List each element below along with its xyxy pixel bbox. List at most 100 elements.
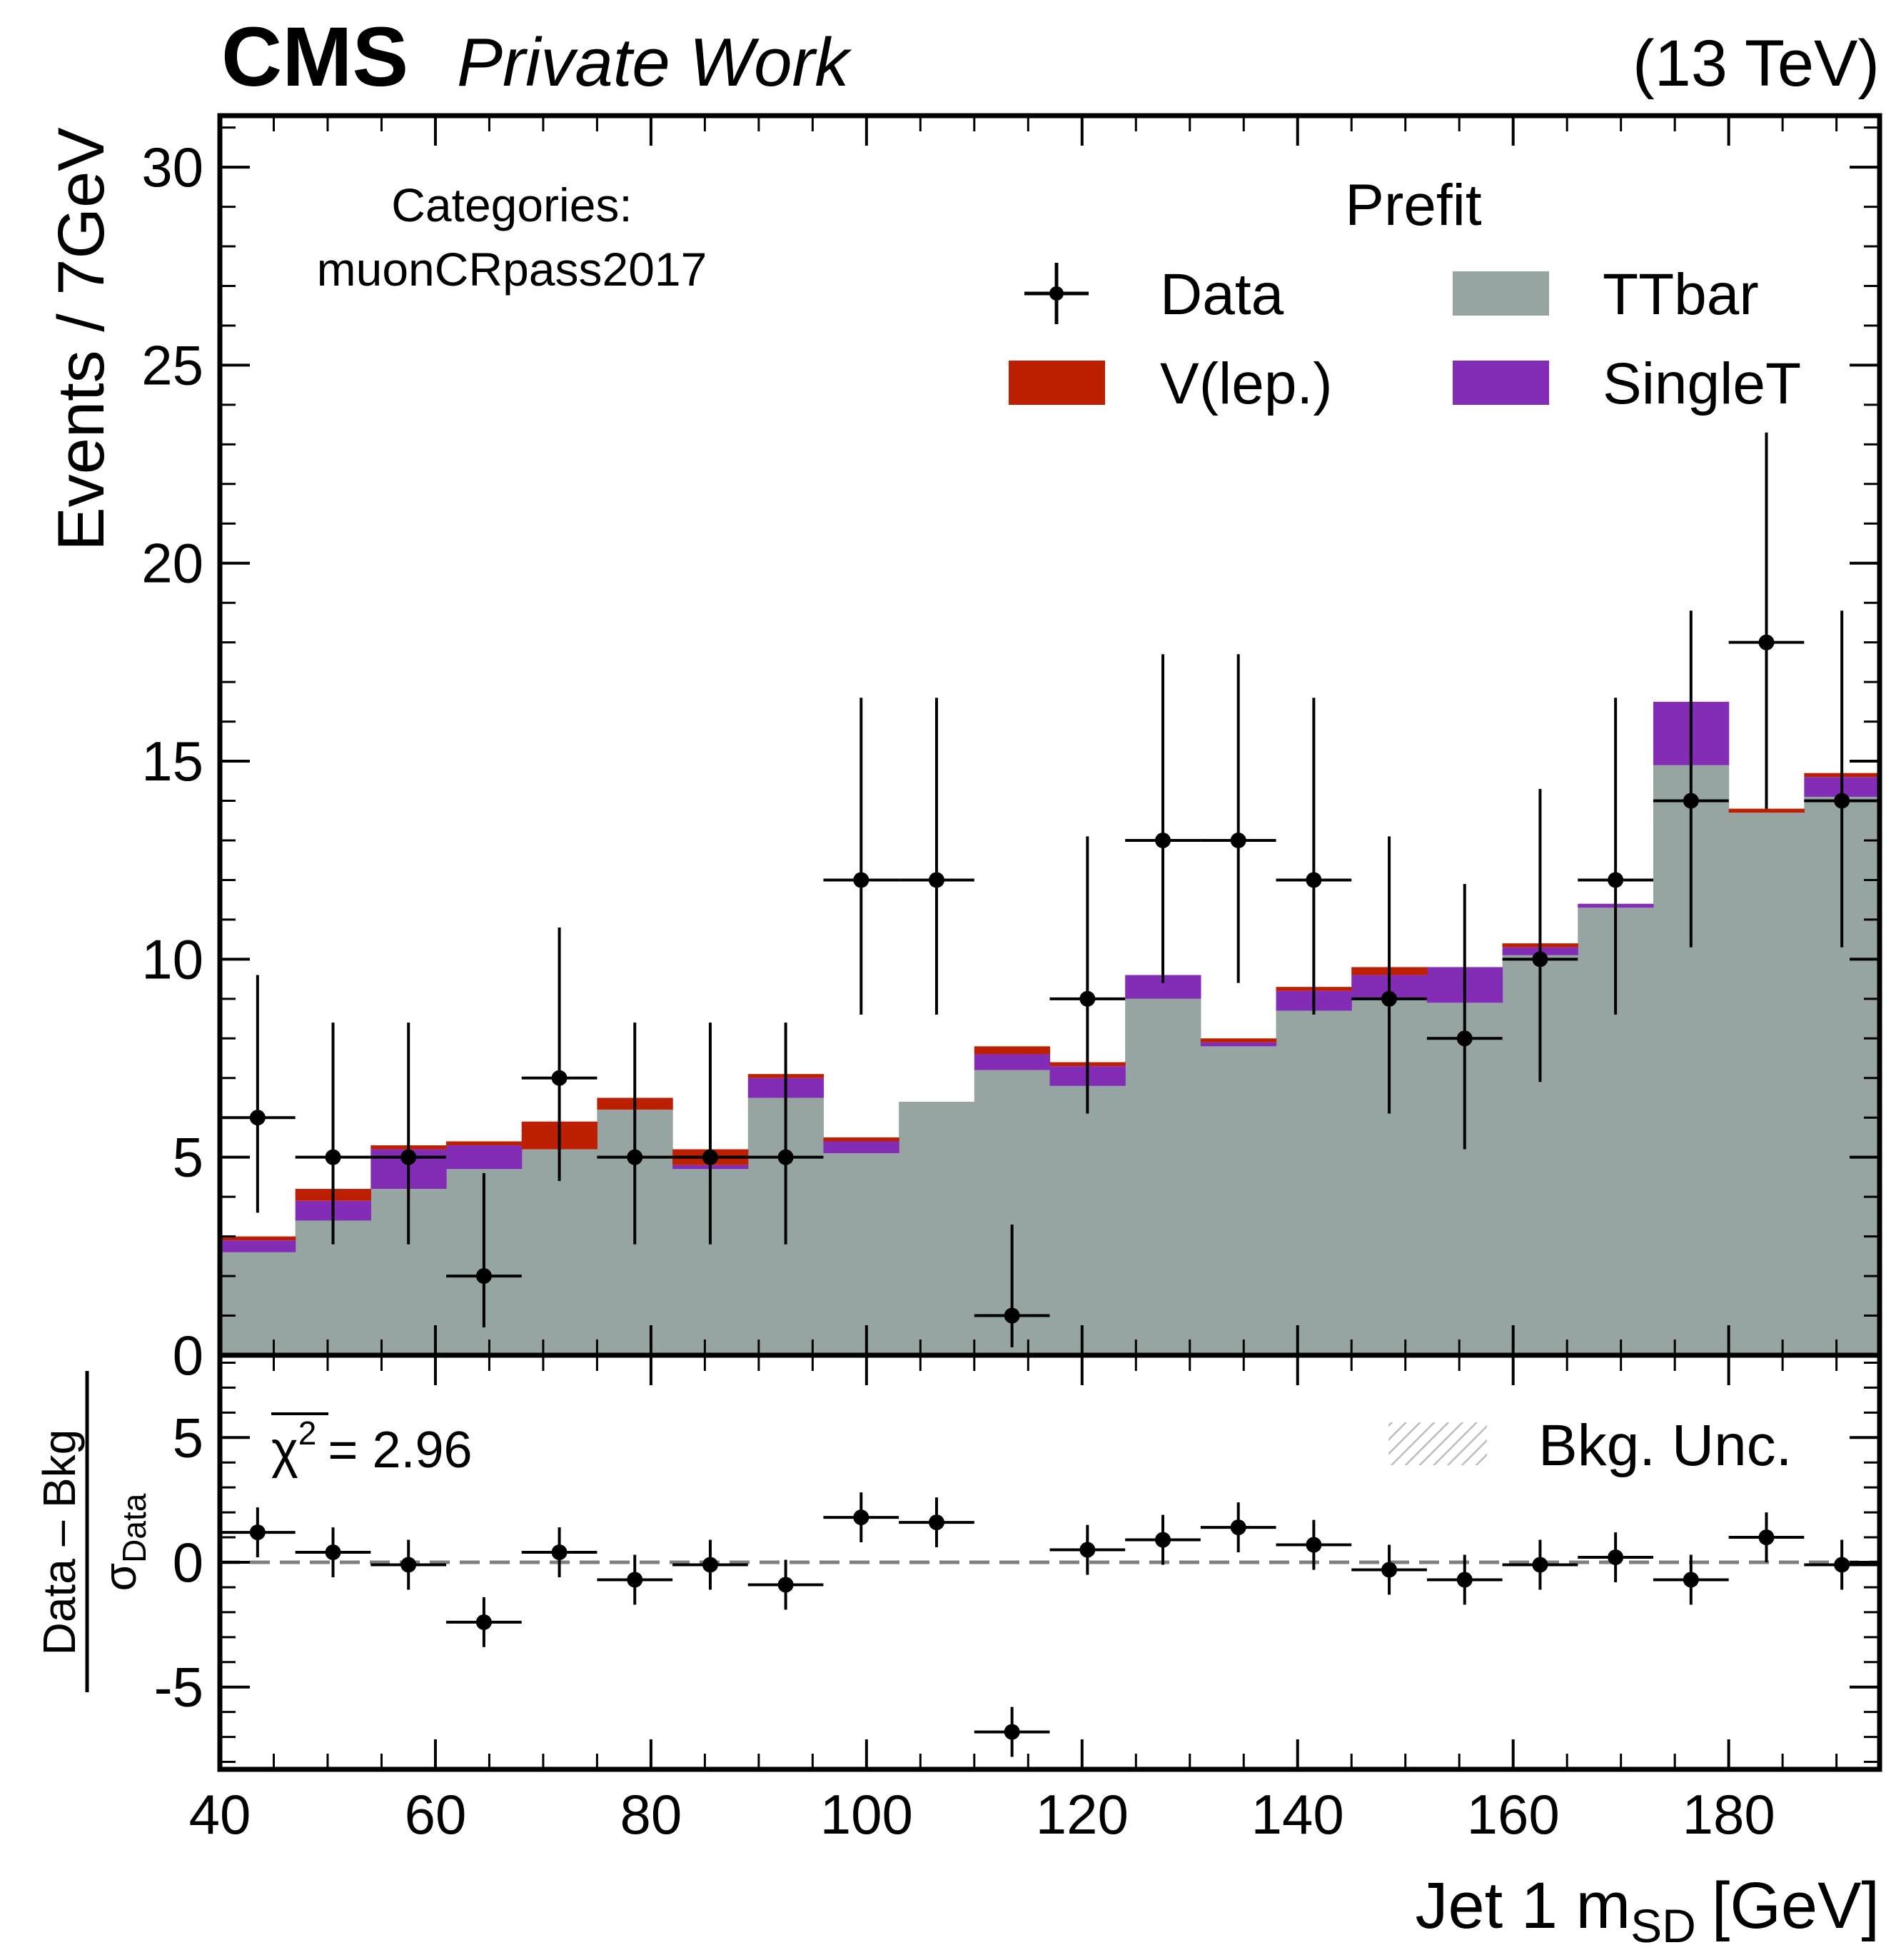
pull-point — [974, 1707, 1050, 1757]
pull-marker — [627, 1572, 643, 1588]
data-marker — [853, 872, 869, 888]
data-point — [1804, 610, 1880, 948]
bar-ttbar-14 — [1276, 1010, 1352, 1355]
bar-v-lep-0 — [220, 1236, 296, 1241]
x-tick-label-160: 160 — [1467, 1783, 1560, 1846]
pull-point — [597, 1554, 673, 1605]
data-point — [370, 1022, 447, 1245]
data-marker — [1758, 634, 1775, 650]
bar-ttbar-0 — [220, 1252, 296, 1355]
legend-swatch-vlep — [1009, 361, 1105, 405]
pull-marker — [777, 1577, 794, 1593]
bar-singlet-13 — [1200, 1042, 1277, 1047]
data-point — [446, 1172, 522, 1328]
pull-y-label-numerator: Data – Bkg — [34, 1429, 85, 1656]
main-y-tick-label-25: 25 — [141, 333, 203, 396]
data-marker — [1381, 990, 1398, 1007]
bar-singlet-10 — [974, 1054, 1051, 1070]
pull-y-axis-label: Data – Bkg σData — [34, 1371, 153, 1692]
pull-marker — [1079, 1542, 1096, 1558]
legend-label-singlet: SingleT — [1603, 351, 1801, 416]
data-marker — [702, 1149, 718, 1165]
svg-text:σData: σData — [94, 1493, 153, 1591]
bkg-unc-swatch — [1388, 1422, 1487, 1465]
data-point — [672, 1022, 748, 1245]
bar-v-lep-3 — [446, 1141, 523, 1146]
pull-y-label-denominator-sub: Data — [116, 1493, 153, 1563]
bar-v-lep-20 — [1728, 808, 1805, 813]
x-tick-label-60: 60 — [405, 1783, 467, 1846]
bar-ttbar-4 — [521, 1149, 598, 1355]
pull-point — [1200, 1502, 1276, 1553]
pull-marker — [1381, 1562, 1398, 1578]
main-y-tick-label-10: 10 — [141, 928, 203, 990]
data-point — [1200, 654, 1276, 983]
pull-y-tick-label-0: -5 — [154, 1656, 203, 1719]
bkg-unc-label: Bkg. Unc. — [1538, 1413, 1792, 1478]
category-title: Categories: — [391, 179, 632, 231]
pull-y-tick-label-1: 0 — [173, 1531, 203, 1594]
bar-ttbar-13 — [1200, 1046, 1277, 1355]
x-tick-label-80: 80 — [620, 1783, 682, 1846]
x-tick-label-140: 140 — [1251, 1783, 1344, 1846]
pull-marker — [475, 1614, 492, 1630]
data-marker — [249, 1110, 266, 1126]
data-point — [1653, 610, 1729, 948]
pull-point — [1728, 1512, 1805, 1562]
bar-singlet-8 — [823, 1141, 899, 1154]
data-point — [1125, 654, 1201, 983]
status-label: Private Work — [457, 24, 852, 101]
data-point — [1578, 698, 1653, 1015]
data-marker — [1532, 951, 1548, 968]
category-name: muonCRpass2017 — [317, 243, 707, 296]
x-tick-label-100: 100 — [820, 1783, 913, 1846]
legend-swatch-ttbar — [1453, 271, 1549, 316]
legend-label-data: Data — [1160, 262, 1284, 327]
pull-marker — [1608, 1549, 1624, 1566]
data-marker — [928, 872, 944, 888]
data-marker — [1306, 872, 1322, 888]
pull-point — [899, 1497, 974, 1548]
x-axis-label-sub: SD — [1630, 1899, 1696, 1952]
data-marker — [1456, 1030, 1473, 1047]
data-point — [521, 927, 597, 1181]
bar-ttbar-12 — [1125, 998, 1201, 1355]
chi2-power: 2 — [298, 1414, 317, 1452]
legend-title: Prefit — [1345, 173, 1482, 238]
bar-ttbar-20 — [1728, 813, 1805, 1355]
pull-point — [1276, 1519, 1352, 1570]
main-y-tick-label-15: 15 — [141, 730, 203, 793]
pull-marker — [1834, 1557, 1850, 1573]
bar-v-lep-13 — [1200, 1038, 1277, 1042]
bar-v-lep-8 — [823, 1137, 899, 1142]
pull-y-tick-labels: -5 0 5 — [154, 1406, 203, 1718]
data-point — [220, 975, 296, 1213]
data-point — [1728, 432, 1805, 809]
legend-label-ttbar: TTbar — [1603, 262, 1759, 327]
data-marker — [1004, 1307, 1020, 1324]
pull-marker — [1306, 1537, 1322, 1553]
data-marker — [325, 1149, 341, 1165]
bar-ttbar-9 — [899, 1102, 975, 1355]
pull-point — [1125, 1514, 1201, 1565]
pull-y-label-denominator: σ — [94, 1563, 146, 1592]
data-marker — [551, 1070, 568, 1086]
pull-point — [295, 1527, 371, 1577]
chi2-annotation: χ2 = 2.96 — [271, 1412, 473, 1479]
data-point — [295, 1022, 371, 1245]
pull-marker — [1456, 1572, 1473, 1588]
main-y-tick-label-0: 0 — [173, 1324, 203, 1387]
pull-marker — [551, 1544, 568, 1561]
main-y-tick-label-20: 20 — [141, 532, 203, 595]
data-point — [1426, 883, 1503, 1150]
pull-ticks — [218, 1355, 1880, 1769]
pull-point — [1049, 1524, 1126, 1575]
data-point — [1276, 698, 1352, 1015]
pull-marker — [1004, 1724, 1020, 1740]
pull-point — [1578, 1532, 1653, 1582]
data-marker — [1608, 872, 1624, 888]
pull-marker — [928, 1514, 944, 1531]
pull-marker — [853, 1509, 869, 1526]
